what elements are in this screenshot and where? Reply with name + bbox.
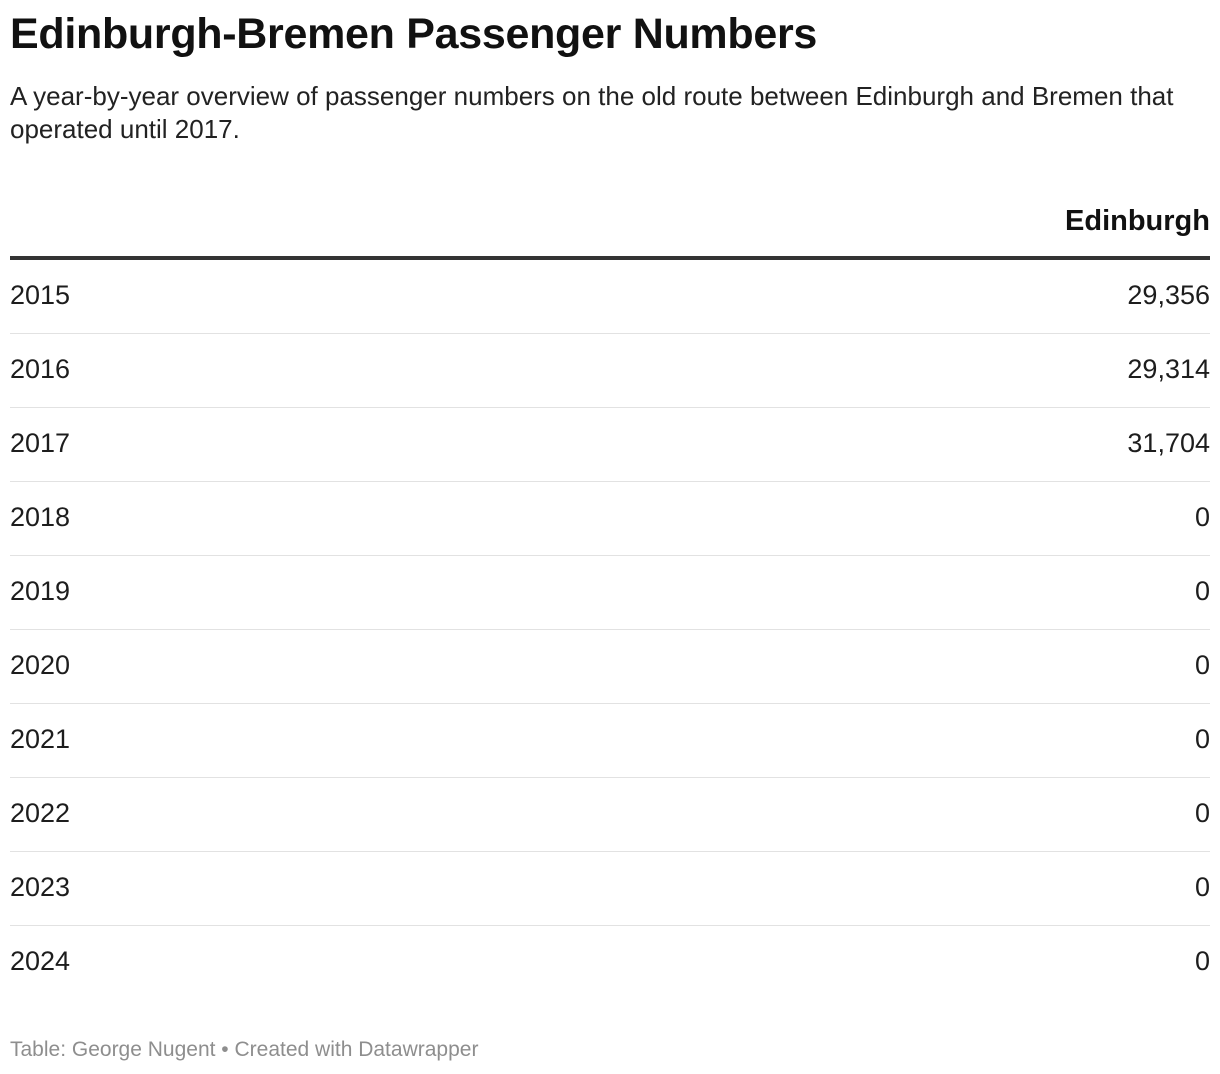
table-header: Edinburgh <box>10 200 1210 260</box>
table-row: 2024 0 <box>10 926 1210 999</box>
year-cell: 2015 <box>10 280 71 310</box>
value-cell: 0 <box>1194 872 1210 902</box>
table-row: 2015 29,356 <box>10 260 1210 334</box>
year-cell: 2024 <box>10 946 71 976</box>
chart-subtitle: A year-by-year overview of passenger num… <box>10 81 1174 144</box>
table-row: 2021 0 <box>10 704 1210 778</box>
value-cell: 0 <box>1194 502 1210 532</box>
year-cell: 2022 <box>10 798 71 828</box>
year-cell: 2021 <box>10 724 71 754</box>
column-header-edinburgh: Edinburgh <box>1065 205 1210 237</box>
year-cell: 2020 <box>10 650 71 680</box>
table-row: 2020 0 <box>10 630 1210 704</box>
year-cell: 2018 <box>10 502 71 532</box>
value-cell: 0 <box>1194 798 1210 828</box>
value-cell: 0 <box>1194 576 1210 606</box>
chart-title: Edinburgh-Bremen Passenger Numbers <box>10 10 817 58</box>
value-cell: 31,704 <box>1127 428 1210 458</box>
year-cell: 2016 <box>10 354 71 384</box>
table-row: 2023 0 <box>10 852 1210 926</box>
table-body: 2015 29,356 2016 29,314 2017 31,704 2018… <box>10 260 1210 999</box>
value-cell: 0 <box>1194 946 1210 976</box>
table-row: 2018 0 <box>10 482 1210 556</box>
table-row: 2017 31,704 <box>10 408 1210 482</box>
year-cell: 2019 <box>10 576 71 606</box>
table-row: 2019 0 <box>10 556 1210 630</box>
value-cell: 29,356 <box>1127 280 1210 310</box>
year-cell: 2017 <box>10 428 71 458</box>
value-cell: 29,314 <box>1127 354 1210 384</box>
table-row: 2016 29,314 <box>10 334 1210 408</box>
year-cell: 2023 <box>10 872 71 902</box>
source-footer: Table: George Nugent • Created with Data… <box>10 1038 479 1061</box>
value-cell: 0 <box>1194 650 1210 680</box>
value-cell: 0 <box>1194 724 1210 754</box>
table-row: 2022 0 <box>10 778 1210 852</box>
